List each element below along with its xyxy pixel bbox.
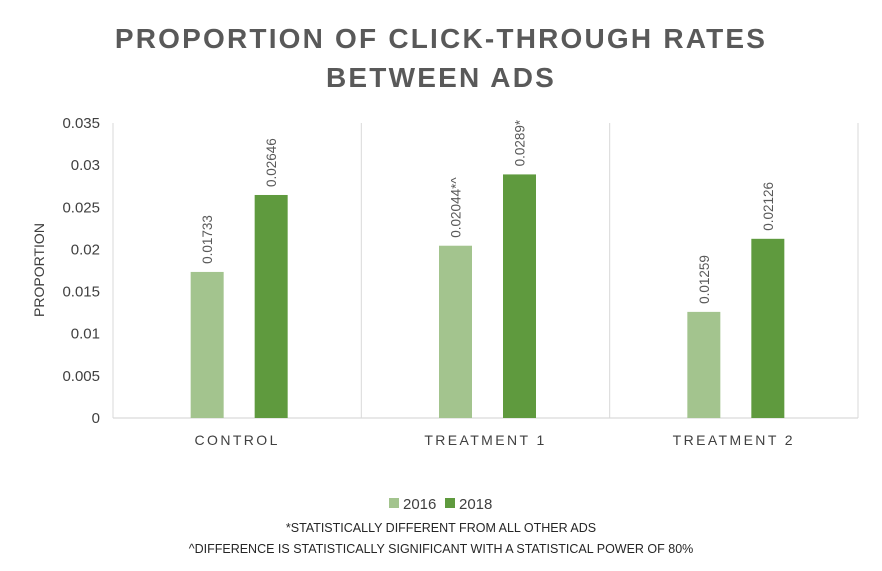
x-tick-label: TREATMENT 1 [424,432,546,448]
bar-2016-2 [687,311,721,418]
data-label-2018-2: 0.02126 [761,182,776,231]
bar-2018-2 [751,238,785,418]
y-tick-label: 0.03 [71,157,100,174]
x-tick-label: TREATMENT 2 [673,432,795,448]
legend-label-2016: 2016 [403,496,436,513]
plot-area: 0 0.005 0.01 0.015 0.02 0.025 0.03 0.035 0.01733… [62,115,859,448]
y-axis-title: PROPORTION [31,223,47,317]
legend: 2016 2018 [389,496,492,513]
x-tick-label: CONTROL [195,432,280,448]
footnote-caret: ^DIFFERENCE IS STATISTICALLY SIGNIFICANT… [189,542,694,556]
y-tick-label: 0.035 [62,115,100,132]
y-tick-label: 0.005 [62,368,100,385]
bar-2016-1 [439,245,472,418]
y-tick-label: 0.015 [62,284,100,301]
data-label-2016-2: 0.01259 [697,255,712,304]
footnote-asterisk: *STATISTICALLY DIFFERENT FROM ALL OTHER … [286,521,596,535]
bar-2018-1 [503,174,536,418]
chart-title-line-2: BETWEEN ADS [326,62,556,93]
y-tick-label: 0.025 [62,199,100,216]
data-label-2016-0: 0.01733 [200,215,215,264]
legend-label-2018: 2018 [459,496,492,513]
y-tick-label: 0.02 [71,241,100,258]
bar-2018-0 [254,194,288,418]
y-tick-label: 0 [92,410,100,427]
data-label-2018-1: 0.0289* [513,119,528,166]
data-label-2016-1: 0.02044*^ [449,177,464,238]
legend-swatch-2018 [445,498,455,508]
legend-swatch-2016 [389,498,399,508]
chart-title-line-1: PROPORTION OF CLICK-THROUGH RATES [115,23,767,54]
bar-2016-0 [190,271,224,418]
data-label-2018-0: 0.02646 [264,138,279,187]
y-tick-label: 0.01 [71,326,100,343]
